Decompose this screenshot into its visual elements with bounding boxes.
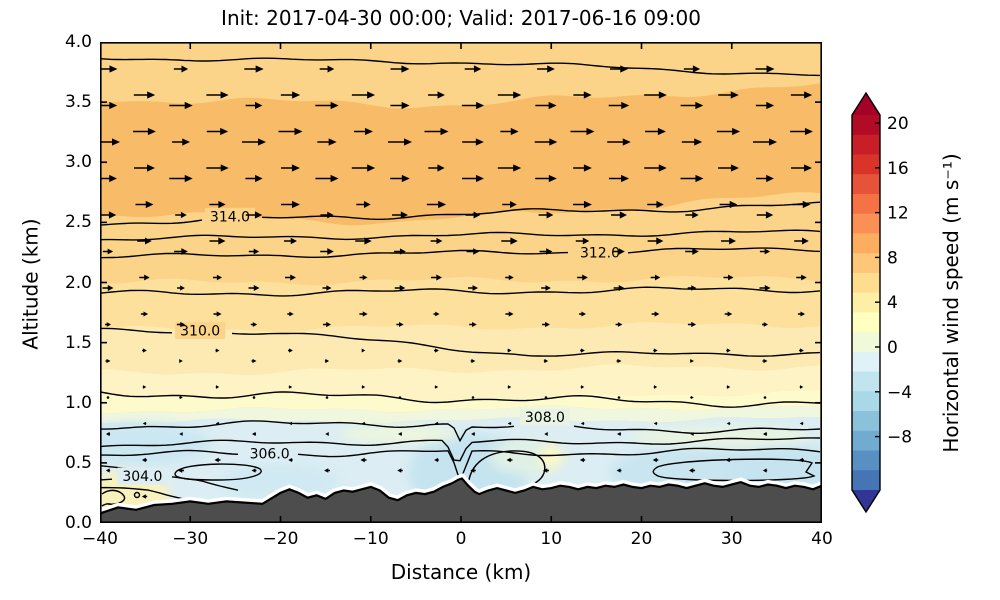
y-axis-label: Altitude (km) <box>18 218 43 350</box>
wind-arrows <box>100 65 813 499</box>
x-tick-label: 20 <box>630 529 653 549</box>
colorbar-segment <box>852 371 880 392</box>
colorbar-tick-label: 0 <box>887 338 898 358</box>
colorbar-segment <box>852 391 880 412</box>
colorbar-tick-label: 20 <box>887 114 909 134</box>
contour-label-bg <box>574 243 625 261</box>
colorbar-segment <box>852 411 880 432</box>
y-tick-label: 2.5 <box>64 212 92 233</box>
band-neg-weak <box>100 405 820 424</box>
x-tick-label: −40 <box>82 529 118 549</box>
colorbar-tick-label: 4 <box>887 293 898 313</box>
plot-title: Init: 2017-04-30 00:00; Valid: 2017-06-1… <box>221 6 701 30</box>
colorbar-outline <box>851 91 881 514</box>
contour-label-bg <box>175 322 226 340</box>
y-tick-label: 0.5 <box>64 452 92 473</box>
contour-loop-dot <box>133 491 141 499</box>
colorbar-segment <box>852 154 880 175</box>
y-tick-label: 2.0 <box>64 272 92 293</box>
colorbar-segment <box>852 332 880 353</box>
terrain-outline <box>100 477 822 515</box>
colorbar-tick-label: 12 <box>887 204 909 224</box>
contour-labels: 314.0 312.0 310.0 308.0 306.0 304.0 <box>117 207 625 485</box>
colorbar-segment <box>852 174 880 195</box>
band-4-5ms <box>100 276 820 332</box>
x-axis-label: Distance (km) <box>390 560 532 584</box>
x-tick-label: 0 <box>455 529 467 549</box>
y-tick-label: 1.0 <box>64 392 92 413</box>
x-tick-label: −20 <box>262 529 299 549</box>
y-tick-label: 1.5 <box>64 332 92 353</box>
colorbar-segment <box>852 272 880 294</box>
y-tick-label: 3.0 <box>64 152 92 173</box>
colorbar-segment <box>852 312 880 333</box>
contour-label: 306.0 <box>250 446 290 462</box>
x-tick-label: 40 <box>811 529 833 549</box>
colorbar-segment <box>852 292 880 313</box>
colorbar-label: Horizontal wind speed (m s⁻¹) <box>939 153 963 452</box>
x-tick-label: 10 <box>540 529 563 549</box>
contour-label-bg <box>204 207 255 225</box>
contour-loop-0 <box>174 463 262 481</box>
contour-label: 314.0 <box>210 209 250 225</box>
plot-area: 314.0 312.0 310.0 308.0 306.0 304.0 <box>100 42 822 523</box>
cross-section-plot: 314.0 312.0 310.0 308.0 306.0 304.0 <box>100 42 822 523</box>
colorbar-segment <box>852 430 880 452</box>
band-2-4ms <box>100 322 820 375</box>
colorbar-segment <box>852 193 880 215</box>
colorbar-segment <box>852 134 880 156</box>
colorbar-segment <box>852 470 880 491</box>
y-tick-label: 3.5 <box>64 92 92 113</box>
plot-layers: 314.0 312.0 310.0 308.0 306.0 304.0 <box>100 42 822 523</box>
x-tick-label: −10 <box>352 529 389 549</box>
colorbar-segment <box>852 115 880 136</box>
contour-label: 312.0 <box>580 245 620 261</box>
contour-label: 308.0 <box>525 410 565 426</box>
colorbar-segment <box>852 233 880 254</box>
colorbar-tick-label: −4 <box>887 383 912 403</box>
axes-frame <box>100 42 822 523</box>
y-tick-label: 0.0 <box>64 513 92 533</box>
band-jet <box>100 83 820 226</box>
colorbar-segment <box>852 213 880 235</box>
colorbar-segment <box>852 351 880 373</box>
colorbar: 20 16 12 8 4 0 −4 −8 Horizontal wind speed (m s⁻… <box>851 91 963 514</box>
wind-patch-5 <box>220 464 340 501</box>
contour-label-bg <box>244 444 295 462</box>
contour-label: 310.0 <box>180 324 220 340</box>
wind-patch-9 <box>538 444 563 469</box>
contour-label-bg <box>117 467 168 485</box>
colorbar-tick-label: 16 <box>887 159 909 179</box>
x-tick-label: −30 <box>172 529 209 549</box>
colorbar-segment <box>852 450 880 471</box>
x-tick-label: 30 <box>720 529 743 549</box>
wind-patch-4 <box>730 444 822 489</box>
contour-loop-2 <box>652 458 816 482</box>
band-0-1ms <box>100 390 820 414</box>
colorbar-tick-label: 8 <box>887 248 898 268</box>
colorbar-tick-label: −8 <box>887 428 912 448</box>
colorbar-extend-top <box>852 93 880 115</box>
colorbar-extend-bottom <box>852 490 880 512</box>
colorbar-segment <box>852 253 880 274</box>
y-tick-label: 4.0 <box>64 32 92 52</box>
contour-label: 304.0 <box>122 469 162 485</box>
terrain <box>100 478 822 523</box>
contour-label-bg <box>519 408 570 426</box>
